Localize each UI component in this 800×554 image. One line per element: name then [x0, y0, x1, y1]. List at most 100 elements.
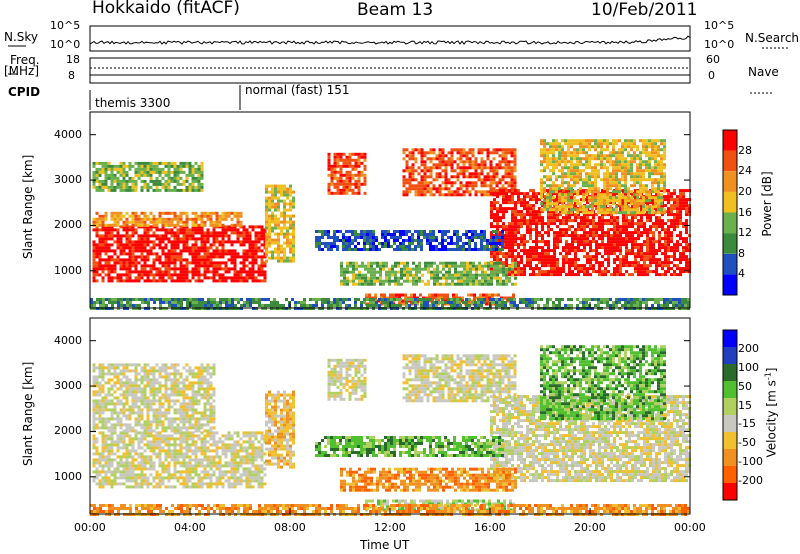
scatter-cell	[642, 142, 645, 146]
scatter-cell	[532, 213, 535, 217]
scatter-cell	[673, 252, 676, 256]
scatter-cell	[265, 199, 268, 203]
scatter-cell	[373, 270, 376, 274]
scatter-cell	[140, 267, 144, 271]
scatter-cell	[481, 264, 484, 268]
scatter-cell	[318, 248, 321, 251]
scatter-cell	[339, 155, 343, 159]
scatter-cell	[242, 249, 246, 253]
scatter-cell	[520, 237, 523, 241]
scatter-cell	[265, 247, 268, 251]
scatter-cell	[357, 236, 360, 239]
scatter-cell	[197, 252, 201, 256]
scatter-cell	[468, 163, 472, 167]
scatter-cell	[110, 231, 114, 235]
scatter-cell	[268, 256, 271, 260]
scatter-cell	[567, 151, 570, 155]
scatter-cell	[493, 276, 496, 280]
scatter-cell	[568, 243, 571, 247]
scatter-cell	[583, 267, 586, 271]
scatter-cell	[538, 216, 541, 220]
scatter-cell	[583, 240, 586, 244]
scatter-cell	[152, 217, 156, 221]
scatter-cell	[562, 264, 565, 268]
scatter-cell	[660, 169, 663, 173]
scatter-cell	[412, 279, 415, 283]
scatter-cell	[643, 243, 646, 247]
scatter-cell	[429, 245, 432, 248]
scatter-cell	[435, 172, 439, 176]
scatter-cell	[221, 273, 225, 277]
scatter-cell	[652, 201, 655, 205]
scatter-cell	[438, 242, 441, 245]
scatter-cell	[504, 166, 508, 170]
scatter-cell	[640, 222, 643, 226]
scatter-cell	[363, 155, 367, 159]
scatter-cell	[385, 270, 388, 274]
scatter-cell	[676, 222, 679, 226]
scatter-cell	[170, 211, 174, 215]
scatter-cell	[526, 207, 529, 211]
scatter-cell	[125, 185, 129, 189]
scatter-cell	[579, 172, 582, 176]
scatter-cell	[654, 148, 657, 152]
scatter-cell	[498, 148, 502, 152]
scatter-cell	[624, 157, 627, 161]
scatter-cell	[227, 270, 231, 274]
scatter-cell	[670, 246, 673, 250]
scatter-cell	[570, 151, 573, 155]
scatter-cell	[215, 234, 219, 238]
scatter-cell	[333, 173, 337, 177]
scatter-cell	[627, 187, 630, 191]
scatter-cell	[495, 239, 498, 242]
scatter-cell	[149, 273, 153, 277]
scatter-cell	[128, 161, 132, 165]
scatter-cell	[640, 255, 643, 259]
scatter-cell	[636, 175, 639, 179]
scatter-cell	[679, 204, 682, 208]
scatter-cell	[511, 228, 514, 232]
scatter-cell	[149, 234, 153, 238]
scatter-cell	[206, 258, 210, 262]
scatter-cell	[179, 261, 183, 265]
scatter-cell	[345, 230, 348, 233]
scatter-cell	[604, 213, 607, 217]
scatter-cell	[652, 243, 655, 247]
scatter-cell	[633, 172, 636, 176]
scatter-cell	[567, 142, 570, 146]
scatter-cell	[627, 163, 630, 167]
scatter-cell	[233, 214, 237, 218]
scatter-cell	[468, 157, 472, 161]
scatter-cell	[170, 176, 174, 180]
scatter-cell	[161, 223, 165, 227]
scatter-cell	[191, 167, 195, 171]
scatter-cell	[248, 231, 252, 235]
scatter-cell	[651, 172, 654, 176]
scatter-cell	[122, 234, 126, 238]
scatter-cell	[498, 163, 502, 167]
scatter-cell	[92, 249, 96, 253]
scatter-cell	[450, 148, 454, 152]
scatter-cell	[155, 164, 159, 168]
scatter-cell	[402, 148, 406, 152]
scatter-cell	[487, 267, 490, 271]
scatter-cell	[624, 169, 627, 173]
scatter-cell	[676, 243, 679, 247]
scatter-cell	[432, 193, 436, 197]
scatter-cell	[501, 148, 505, 152]
scatter-cell	[552, 196, 555, 200]
scatter-cell	[604, 270, 607, 274]
scatter-cell	[444, 245, 447, 248]
scatter-cell	[107, 264, 111, 268]
scatter-cell	[336, 245, 339, 248]
scatter-cell	[435, 187, 439, 191]
scatter-cell	[657, 181, 660, 185]
scatter-cell	[493, 204, 496, 208]
scatter-cell	[345, 158, 349, 162]
scatter-cell	[471, 233, 474, 236]
scatter-cell	[445, 273, 448, 277]
scatter-cell	[526, 195, 529, 199]
scatter-cell	[451, 282, 454, 286]
scatter-cell	[242, 276, 246, 280]
scatter-cell	[242, 267, 246, 271]
